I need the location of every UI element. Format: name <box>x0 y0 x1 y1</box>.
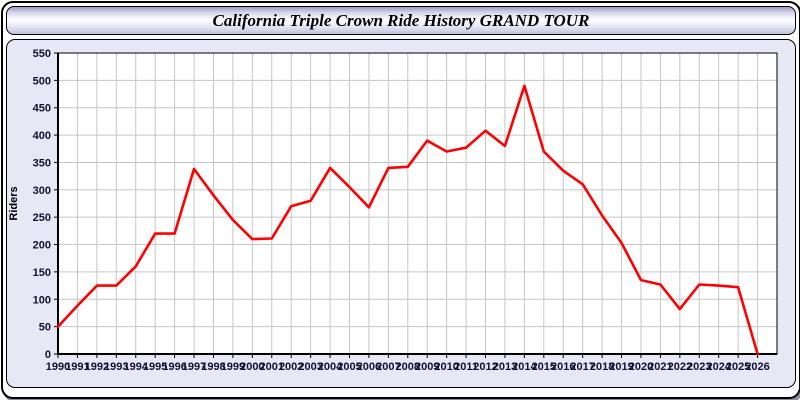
svg-text:2010: 2010 <box>434 361 458 373</box>
svg-text:2005: 2005 <box>337 361 361 373</box>
svg-text:2018: 2018 <box>590 361 614 373</box>
svg-text:1994: 1994 <box>123 361 148 373</box>
svg-text:2026: 2026 <box>745 361 769 373</box>
y-axis-title: Riders <box>8 186 20 220</box>
svg-text:2022: 2022 <box>668 361 692 373</box>
svg-text:0: 0 <box>45 349 51 361</box>
riders-line <box>56 84 759 356</box>
svg-text:350: 350 <box>33 157 51 169</box>
svg-text:50: 50 <box>39 322 51 334</box>
x-axis-labels: 1990199119921993199419951996199719981999… <box>46 361 770 373</box>
svg-text:1999: 1999 <box>221 361 245 373</box>
svg-text:300: 300 <box>33 185 51 197</box>
plot-area <box>58 53 777 354</box>
svg-text:1995: 1995 <box>143 361 167 373</box>
svg-text:2013: 2013 <box>493 361 517 373</box>
svg-text:400: 400 <box>33 130 51 142</box>
svg-text:1992: 1992 <box>85 361 109 373</box>
svg-text:2001: 2001 <box>260 361 284 373</box>
svg-text:2023: 2023 <box>687 361 711 373</box>
svg-text:2017: 2017 <box>570 361 594 373</box>
svg-text:500: 500 <box>33 75 51 87</box>
svg-text:450: 450 <box>33 103 51 115</box>
riders-line-chart: 0501001502002503003504004505005501990199… <box>8 48 778 373</box>
svg-text:2003: 2003 <box>298 361 322 373</box>
svg-text:2007: 2007 <box>376 361 400 373</box>
svg-text:2002: 2002 <box>279 361 303 373</box>
svg-text:150: 150 <box>33 267 51 279</box>
svg-text:1996: 1996 <box>162 361 186 373</box>
svg-text:2004: 2004 <box>318 361 343 373</box>
svg-text:2006: 2006 <box>357 361 381 373</box>
title-bar: California Triple Crown Ride History GRA… <box>6 6 796 35</box>
svg-text:2009: 2009 <box>415 361 439 373</box>
svg-text:2021: 2021 <box>648 361 672 373</box>
svg-text:1993: 1993 <box>104 361 128 373</box>
svg-text:550: 550 <box>33 48 51 60</box>
chart-panel: 0 50 100 150 200 250 300 350 400 450 500 550 1990 199… <box>6 39 796 388</box>
horizontal-gridlines <box>58 79 777 328</box>
svg-text:2025: 2025 <box>726 361 750 373</box>
svg-text:1990: 1990 <box>46 361 70 373</box>
svg-text:100: 100 <box>33 294 51 306</box>
svg-text:2011: 2011 <box>454 361 478 373</box>
svg-text:250: 250 <box>33 212 51 224</box>
svg-text:2020: 2020 <box>629 361 653 373</box>
svg-text:1998: 1998 <box>201 361 225 373</box>
svg-text:2016: 2016 <box>551 361 575 373</box>
svg-text:2008: 2008 <box>396 361 420 373</box>
svg-text:200: 200 <box>33 240 51 252</box>
vertical-gridlines <box>76 53 759 354</box>
svg-text:1997: 1997 <box>182 361 206 373</box>
svg-text:2019: 2019 <box>609 361 633 373</box>
svg-text:2000: 2000 <box>240 361 264 373</box>
y-axis-labels: 0 50 100 150 200 250 300 350 400 450 500 550 <box>33 48 51 361</box>
svg-text:2014: 2014 <box>512 361 537 373</box>
svg-text:2015: 2015 <box>532 361 556 373</box>
svg-text:2024: 2024 <box>706 361 731 373</box>
svg-text:1991: 1991 <box>65 361 89 373</box>
chart-title: California Triple Crown Ride History GRA… <box>212 10 590 30</box>
svg-text:2012: 2012 <box>473 361 497 373</box>
